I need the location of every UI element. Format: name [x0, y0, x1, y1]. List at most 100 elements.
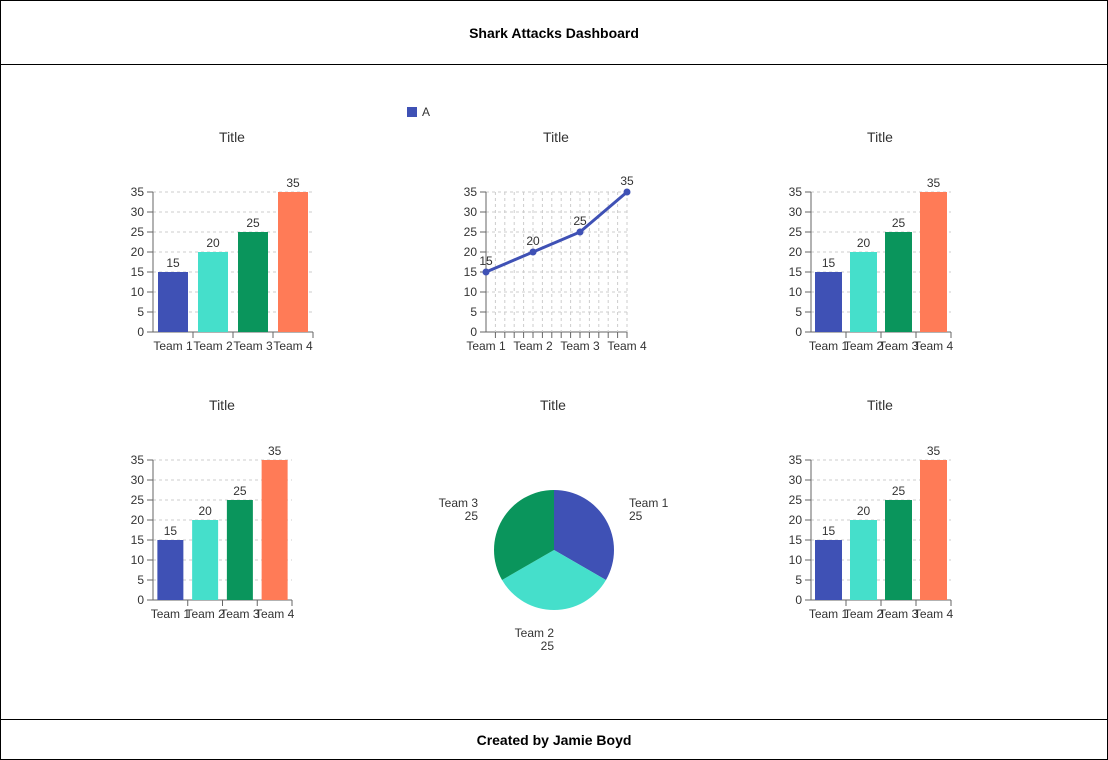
- y-tick-label: 15: [131, 265, 145, 279]
- x-tick-label: Team 3: [879, 607, 919, 621]
- dashboard-footer: Created by Jamie Boyd: [1, 719, 1107, 760]
- bar: [815, 272, 842, 332]
- x-tick-label: Team 4: [914, 339, 954, 353]
- bar: [192, 520, 219, 600]
- x-tick-label: Team 3: [220, 607, 260, 621]
- bar-value-label: 35: [286, 176, 300, 190]
- x-tick-label: Team 1: [153, 339, 193, 353]
- pie-slice-label: Team 2: [515, 626, 555, 640]
- y-tick-label: 10: [464, 285, 478, 299]
- bar: [278, 192, 308, 332]
- x-tick-label: Team 4: [914, 607, 954, 621]
- x-tick-label: Team 2: [513, 339, 553, 353]
- bar: [226, 500, 253, 600]
- y-tick-label: 20: [789, 513, 803, 527]
- chart-title: Title: [219, 129, 245, 145]
- bar-value-label: 35: [927, 176, 941, 190]
- x-tick-label: Team 1: [809, 607, 849, 621]
- line-point: [482, 268, 490, 276]
- y-tick-label: 15: [789, 265, 803, 279]
- pie-slice-value: 25: [465, 509, 479, 523]
- bar-value-label: 20: [857, 504, 871, 518]
- y-tick-label: 15: [789, 533, 803, 547]
- bar-value-label: 25: [246, 216, 260, 230]
- bar-value-label: 20: [206, 236, 220, 250]
- y-tick-label: 10: [131, 553, 145, 567]
- bar: [920, 192, 947, 332]
- y-tick-label: 10: [789, 285, 803, 299]
- y-tick-label: 5: [137, 573, 144, 587]
- bar-value-label: 35: [268, 444, 282, 458]
- legend-label: A: [422, 105, 430, 119]
- y-tick-label: 0: [137, 593, 144, 607]
- y-tick-label: 25: [789, 225, 803, 239]
- line-point: [576, 228, 584, 236]
- pie-slice: [494, 490, 554, 580]
- bar-value-label: 20: [198, 504, 212, 518]
- bar: [920, 460, 947, 600]
- y-tick-label: 25: [131, 225, 145, 239]
- x-tick-label: Team 2: [844, 339, 884, 353]
- point-value-label: 25: [573, 214, 587, 228]
- dashboard-header: Shark Attacks Dashboard: [1, 1, 1107, 65]
- y-tick-label: 10: [789, 553, 803, 567]
- y-tick-label: 0: [795, 593, 802, 607]
- bar-value-label: 25: [892, 484, 906, 498]
- y-tick-label: 0: [137, 325, 144, 339]
- pie-slice: [502, 550, 606, 610]
- x-tick-label: Team 4: [255, 607, 295, 621]
- bar: [850, 252, 877, 332]
- x-tick-label: Team 3: [233, 339, 273, 353]
- legend-swatch: [407, 107, 417, 117]
- bar: [885, 500, 912, 600]
- pie-slice-label: Team 1: [629, 496, 669, 510]
- chart-title: Title: [543, 129, 569, 145]
- chart-title: Title: [209, 397, 235, 413]
- bar: [238, 232, 268, 332]
- y-tick-label: 25: [789, 493, 803, 507]
- bar-value-label: 25: [233, 484, 247, 498]
- y-tick-label: 30: [789, 205, 803, 219]
- y-tick-label: 15: [464, 265, 478, 279]
- y-tick-label: 5: [137, 305, 144, 319]
- y-tick-label: 0: [470, 325, 477, 339]
- y-tick-label: 20: [131, 513, 145, 527]
- footer-credit: Created by Jamie Boyd: [476, 732, 632, 748]
- y-tick-label: 20: [789, 245, 803, 259]
- chart-title: Title: [867, 397, 893, 413]
- y-tick-label: 30: [131, 473, 145, 487]
- x-tick-label: Team 2: [844, 607, 884, 621]
- y-tick-label: 5: [470, 305, 477, 319]
- y-tick-label: 25: [464, 225, 478, 239]
- x-tick-label: Team 2: [185, 607, 225, 621]
- y-tick-label: 35: [789, 453, 803, 467]
- point-value-label: 35: [620, 174, 634, 188]
- y-tick-label: 35: [464, 185, 478, 199]
- bar-value-label: 15: [822, 256, 836, 270]
- y-tick-label: 10: [131, 285, 145, 299]
- y-tick-label: 30: [789, 473, 803, 487]
- x-tick-label: Team 3: [560, 339, 600, 353]
- bar: [850, 520, 877, 600]
- x-tick-label: Team 3: [879, 339, 919, 353]
- x-tick-label: Team 1: [151, 607, 191, 621]
- y-tick-label: 25: [131, 493, 145, 507]
- pie-slice-value: 25: [541, 639, 555, 653]
- bar-value-label: 20: [857, 236, 871, 250]
- y-tick-label: 35: [789, 185, 803, 199]
- y-tick-label: 15: [131, 533, 145, 547]
- y-tick-label: 5: [795, 305, 802, 319]
- y-tick-label: 35: [131, 453, 145, 467]
- chart-title: Title: [540, 397, 566, 413]
- bar: [158, 272, 188, 332]
- y-tick-label: 30: [131, 205, 145, 219]
- x-tick-label: Team 2: [193, 339, 233, 353]
- y-tick-label: 35: [131, 185, 145, 199]
- point-value-label: 15: [479, 254, 493, 268]
- bar: [815, 540, 842, 600]
- y-tick-label: 30: [464, 205, 478, 219]
- chart-title: Title: [867, 129, 893, 145]
- x-tick-label: Team 4: [273, 339, 313, 353]
- x-tick-label: Team 1: [809, 339, 849, 353]
- bar: [261, 460, 288, 600]
